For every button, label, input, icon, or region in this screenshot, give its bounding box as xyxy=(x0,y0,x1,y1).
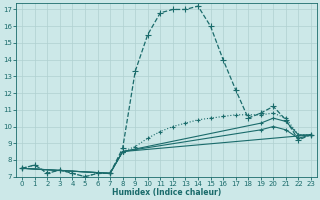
X-axis label: Humidex (Indice chaleur): Humidex (Indice chaleur) xyxy=(112,188,221,197)
